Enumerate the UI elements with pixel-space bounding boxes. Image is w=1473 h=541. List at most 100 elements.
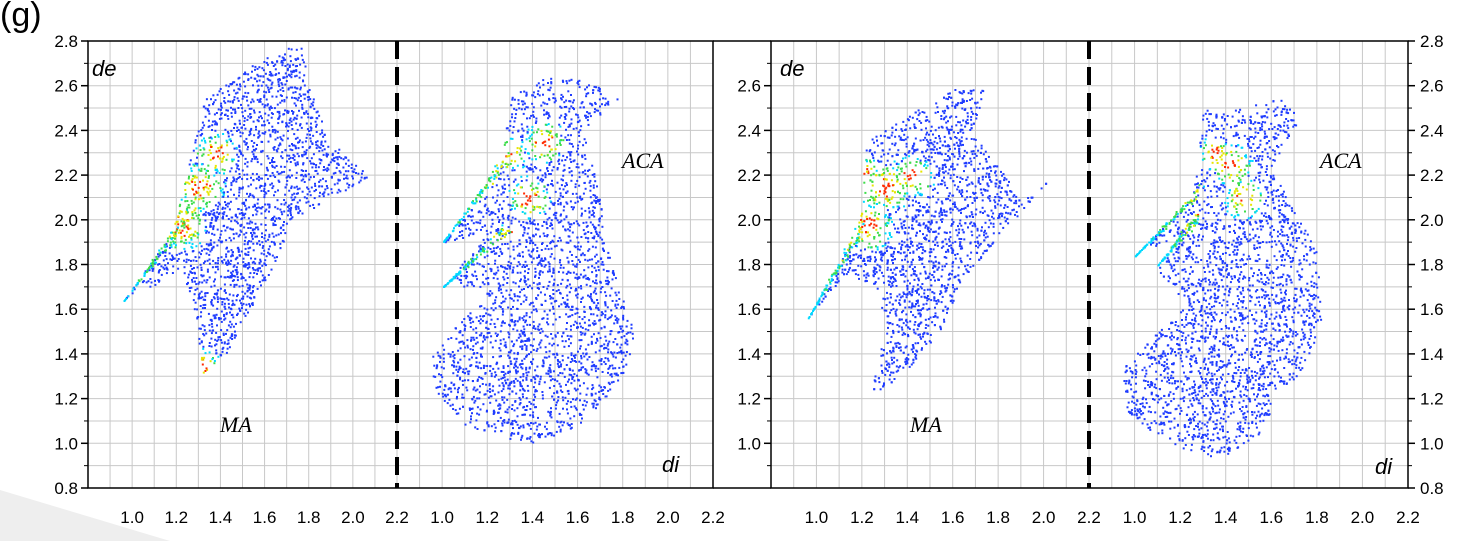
data-point [580,339,583,342]
data-point [191,268,194,270]
data-point [177,215,180,218]
data-point [546,317,549,320]
data-point [586,358,589,361]
data-point [256,235,258,238]
data-point [616,320,619,323]
data-point [252,145,255,148]
data-point [523,275,526,278]
data-point [513,189,516,192]
data-point [266,168,269,171]
data-point [479,408,482,411]
data-point [216,211,219,214]
data-point [541,317,544,320]
data-point [566,156,568,159]
data-point [542,286,545,288]
data-point [165,258,168,261]
data-point [599,291,602,294]
data-point [521,331,524,334]
data-point [521,139,524,142]
spike-point [509,231,512,234]
data-point [587,329,590,332]
data-point [237,77,240,80]
data-point [283,165,286,168]
data-point [494,301,497,304]
data-point [523,288,525,290]
data-point [543,102,546,105]
data-point [532,187,535,190]
data-point [512,305,514,308]
data-point [584,368,587,371]
data-point [584,332,587,335]
data-point [532,308,535,311]
data-point [583,181,586,184]
spike-point [135,284,138,287]
spike-point [496,171,499,174]
data-point [596,337,598,340]
data-point [225,313,228,316]
data-point [506,216,509,219]
data-point [579,345,582,348]
data-point [301,103,304,106]
data-point [566,334,569,337]
data-point [520,288,523,291]
data-point [232,233,235,236]
data-point [194,234,197,237]
data-point [293,158,296,161]
data-point [316,172,319,175]
data-point [599,93,602,96]
data-point [256,287,259,290]
data-point [485,196,488,199]
data-point [519,383,522,386]
spike-point [170,237,173,240]
data-point [537,416,539,419]
data-point [531,182,534,185]
data-point [286,137,289,140]
data-point [483,205,486,208]
data-point [230,255,233,258]
data-point [554,334,557,337]
data-point [463,285,466,288]
data-point [510,423,512,426]
data-point [241,154,244,157]
data-point [520,135,522,138]
data-point [581,318,584,321]
data-point [315,131,318,133]
data-point [551,337,554,340]
data-point [502,385,505,388]
data-point [568,283,571,286]
data-point [251,158,254,160]
data-point [234,92,237,95]
data-point [196,191,198,194]
data-point [626,343,629,346]
data-point [456,374,459,377]
data-point [514,113,517,116]
data-point [589,307,592,310]
data-point [284,72,287,75]
data-point [582,221,585,224]
data-point [164,255,167,257]
data-point [235,299,238,302]
data-point [187,177,190,180]
data-point [574,183,577,186]
data-point [524,148,527,151]
data-point [457,386,460,389]
data-point [211,329,214,332]
data-point [506,174,509,177]
data-point [222,194,225,197]
data-point [578,360,581,363]
data-point [565,201,568,204]
data-point [583,305,586,308]
data-point [539,270,542,273]
data-point [312,162,315,165]
data-point [566,279,569,282]
spike-point [503,236,506,239]
data-point [517,336,520,339]
data-point [487,282,490,285]
data-point [548,196,551,199]
data-point [205,98,208,101]
data-point [584,258,587,261]
data-point [204,186,207,188]
data-point [268,210,270,213]
data-point [263,193,266,196]
data-point [266,104,269,107]
